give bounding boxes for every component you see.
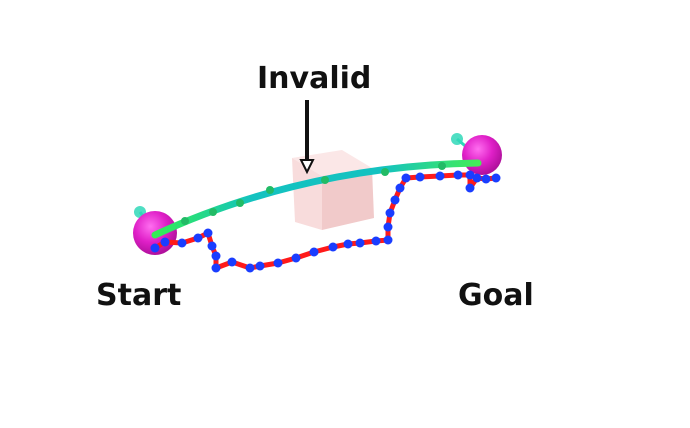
valid-path-waypoint [435,171,445,181]
smooth-trajectory-waypoint [181,217,189,225]
valid-path-waypoint [383,235,393,245]
invalid-obstacle-cube [292,150,374,230]
valid-path-waypoint [203,228,213,238]
valid-path-waypoint [160,237,170,247]
goal-sphere-icon [462,135,502,175]
valid-path-waypoint [343,239,353,249]
valid-path-waypoint [193,233,203,243]
valid-path-waypoint [245,263,255,273]
goal-label: Goal [458,278,534,313]
valid-path-waypoint [207,241,217,251]
valid-path-waypoint [273,258,283,268]
smooth-trajectory-waypoints [181,162,446,225]
goal-marker [451,133,502,175]
valid-path-waypoint [481,174,491,184]
valid-path-waypoint [309,247,319,257]
valid-path-waypoint [491,173,501,183]
valid-path-waypoint [453,170,463,180]
start-label: Start [96,278,182,313]
valid-path-waypoint [465,170,475,180]
smooth-trajectory-waypoint [438,162,446,170]
smooth-trajectory-waypoint [266,186,274,194]
valid-path-waypoint [395,183,405,193]
valid-path-waypoint [401,173,411,183]
valid-path-waypoint [328,242,338,252]
obstacle-side-face [322,168,374,230]
valid-path-waypoints [150,170,501,273]
valid-path-waypoint [150,243,160,253]
valid-path-waypoint [255,261,265,271]
valid-path-waypoint [385,208,395,218]
valid-path-waypoint [355,238,365,248]
smooth-trajectory-waypoint [321,176,329,184]
valid-path-waypoint [291,253,301,263]
smooth-trajectory-waypoint [209,208,217,216]
valid-path-waypoint [472,173,482,183]
valid-path-waypoint [177,238,187,248]
valid-path-waypoint [211,263,221,273]
obstacle-top-face [292,150,372,176]
valid-path-waypoint [211,251,221,261]
valid-path-waypoint [415,172,425,182]
obstacle-front-face [292,158,322,230]
valid-path-waypoint [371,236,381,246]
valid-path-waypoint [465,183,475,193]
valid-path-waypoint [383,222,393,232]
down-arrow-icon [299,100,315,175]
smooth-trajectory-waypoint [236,199,244,207]
smooth-trajectory-waypoint [381,168,389,176]
valid-path-waypoint [390,195,400,205]
valid-path-waypoint [227,257,237,267]
invalid-label: Invalid [257,61,372,96]
